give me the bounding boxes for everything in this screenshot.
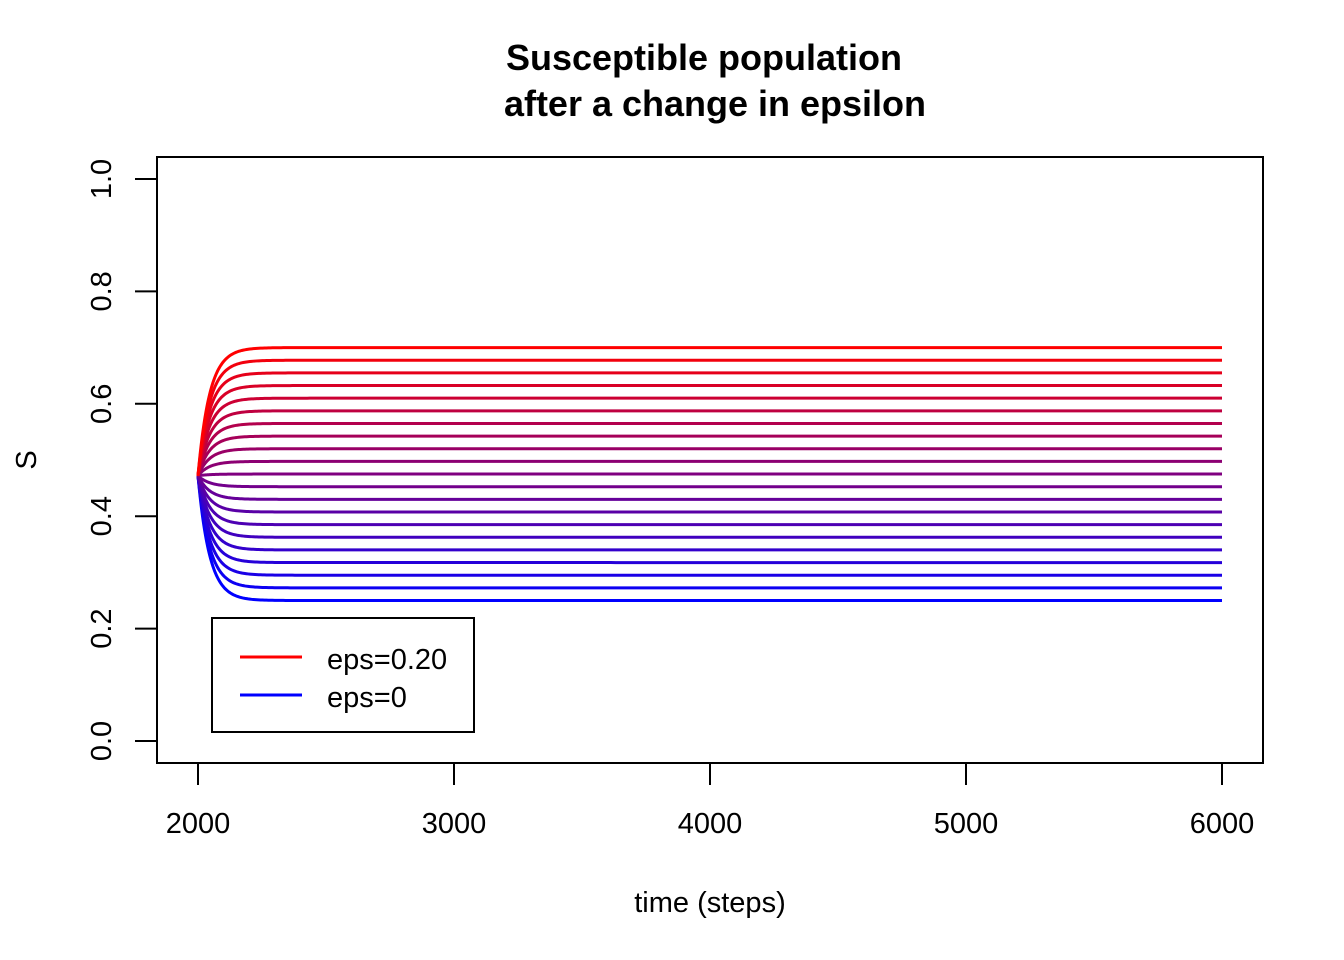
- legend-label-eps-020: eps=0.20: [327, 644, 447, 676]
- legend: eps=0.20 eps=0: [211, 617, 475, 733]
- x-tick-label: 6000: [1190, 808, 1255, 840]
- series-line: [196, 434, 1222, 477]
- series-line: [196, 384, 1222, 476]
- series-line: [196, 447, 1222, 477]
- x-tick-label: 5000: [934, 808, 999, 840]
- y-tick-label: 0.6: [86, 384, 118, 424]
- x-axis: 2000 3000 4000 5000 6000: [166, 762, 1255, 840]
- x-tick-label: 2000: [166, 808, 231, 840]
- series-line: [196, 358, 1222, 476]
- legend-box: [211, 617, 475, 733]
- series-line: [196, 475, 1222, 514]
- series-line: [196, 474, 1222, 501]
- series-line: [196, 371, 1222, 476]
- y-tick-label: 0.8: [86, 271, 118, 311]
- chart-subtitle: after a change in epsilon: [504, 83, 926, 124]
- chart-title: Susceptible population: [506, 37, 902, 78]
- series-line: [196, 475, 1222, 577]
- series-line: [197, 472, 1222, 478]
- y-tick-label: 0.2: [86, 608, 118, 648]
- series-line: [196, 475, 1222, 552]
- series-line: [196, 475, 1222, 602]
- y-tick-label: 0.0: [86, 721, 118, 761]
- y-tick-label: 1.0: [86, 159, 118, 199]
- series-group: [196, 346, 1222, 602]
- series-line: [196, 475, 1222, 527]
- series-line: [196, 475, 1222, 539]
- series-line: [196, 475, 1222, 565]
- series-line: [196, 459, 1222, 477]
- series-line: [196, 346, 1222, 476]
- series-line: [196, 474, 1222, 489]
- legend-label-eps-0: eps=0: [327, 682, 407, 714]
- y-tick-label: 0.4: [86, 496, 118, 536]
- series-line: [196, 421, 1222, 477]
- y-axis: 0.0 0.2 0.4 0.6 0.8 1.0: [86, 159, 158, 761]
- series-line: [196, 475, 1222, 590]
- x-axis-label: time (steps): [634, 887, 785, 919]
- x-tick-label: 3000: [422, 808, 487, 840]
- y-axis-label: S: [11, 450, 43, 469]
- x-tick-label: 4000: [678, 808, 743, 840]
- series-line: [196, 396, 1222, 476]
- series-line: [196, 409, 1222, 477]
